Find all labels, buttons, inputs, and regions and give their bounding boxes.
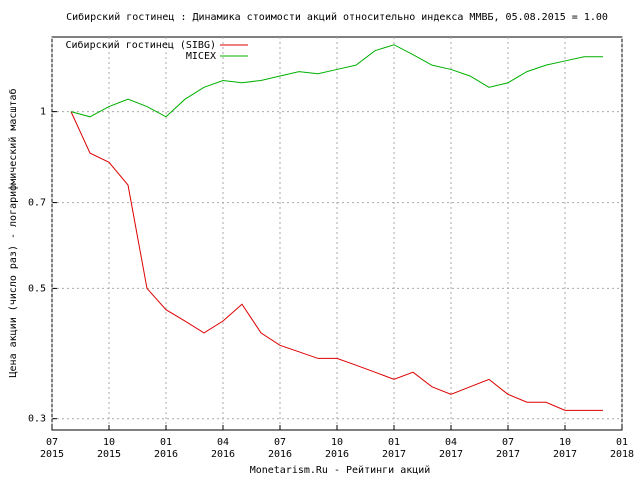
x-tick-label: 10 2016 bbox=[325, 437, 349, 460]
legend-label: MICEX bbox=[186, 51, 216, 62]
y-tick-label: 0.5 bbox=[28, 283, 46, 294]
y-tick-label: 0.3 bbox=[28, 414, 46, 425]
x-tick-label: 04 2016 bbox=[211, 437, 235, 460]
y-axis-label: Цена акции (число раз) - логарифмический… bbox=[7, 89, 19, 378]
y-tick-label: 1 bbox=[40, 107, 46, 118]
x-tick-label: 01 2018 bbox=[610, 437, 634, 460]
x-axis-label: Monetarism.Ru - Рейтинги акций bbox=[250, 464, 431, 476]
x-tick-label: 10 2017 bbox=[553, 437, 577, 460]
legend-label: Сибирский гостинец (SIBG) bbox=[65, 39, 216, 51]
series-line bbox=[70, 44, 603, 118]
x-tick-label: 07 2015 bbox=[40, 437, 64, 460]
x-tick-label: 01 2017 bbox=[382, 437, 406, 460]
y-tick-label: 0.7 bbox=[28, 198, 46, 209]
series-line bbox=[70, 111, 603, 411]
x-tick-label: 07 2017 bbox=[496, 437, 520, 460]
x-tick-label: 01 2016 bbox=[154, 437, 178, 460]
chart-title: Сибирский гостинец : Динамика стоимости … bbox=[66, 11, 608, 23]
x-tick-label: 04 2017 bbox=[439, 437, 463, 460]
x-tick-label: 07 2016 bbox=[268, 437, 292, 460]
x-tick-label: 10 2015 bbox=[97, 437, 121, 460]
